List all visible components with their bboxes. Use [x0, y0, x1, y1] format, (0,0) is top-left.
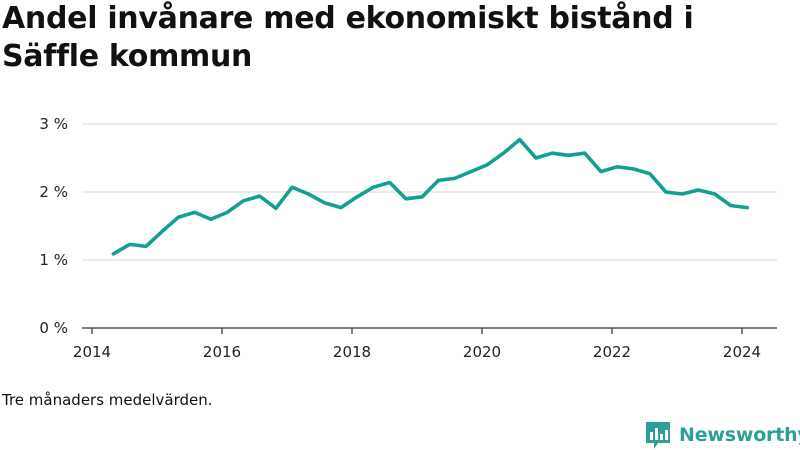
chart-title: Andel invånare med ekonomiskt bistånd i … — [2, 1, 694, 74]
series-lines — [111, 137, 749, 256]
series-line — [111, 137, 749, 256]
x-tick-label: 2020 — [463, 343, 501, 361]
y-tick-label: 1 % — [39, 251, 68, 269]
y-tick-label: 2 % — [39, 183, 68, 201]
y-tick-label: 3 % — [39, 115, 68, 133]
grid-lines — [82, 123, 777, 261]
y-tick-labels: 0 % 1 % 2 % 3 % — [39, 115, 68, 337]
x-tick-label: 2022 — [593, 343, 631, 361]
x-tick-label: 2024 — [723, 343, 761, 361]
newsworthy-logo-icon — [646, 422, 670, 449]
x-axis: 2014 2016 2018 2020 2022 2024 — [73, 327, 777, 361]
brand-name: Newsworthy — [679, 424, 800, 446]
newsworthy-brand[interactable]: Newsworthy — [644, 420, 800, 450]
x-tick-label: 2014 — [73, 343, 111, 361]
footnote: Tre månaders medelvärden. — [2, 391, 213, 409]
x-tick-label: 2016 — [203, 343, 241, 361]
y-tick-label: 0 % — [39, 319, 68, 337]
x-tick-label: 2018 — [333, 343, 371, 361]
